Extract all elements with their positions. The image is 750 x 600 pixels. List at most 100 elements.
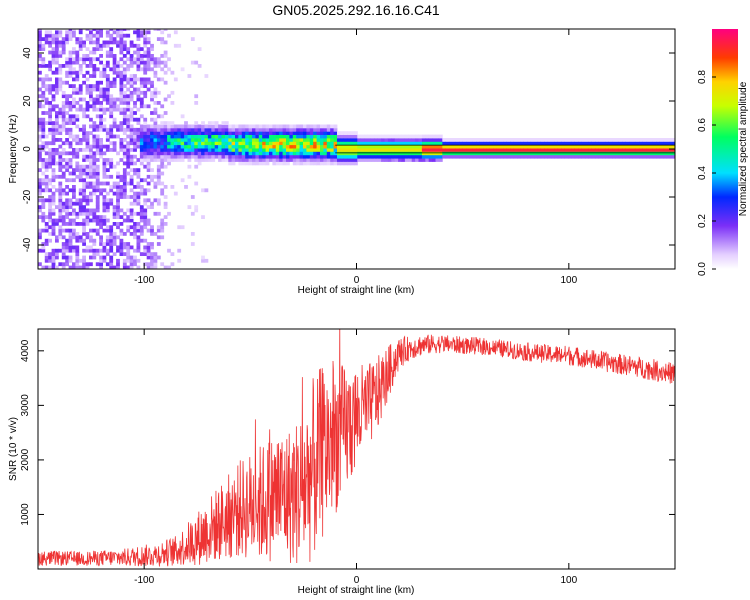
heatmap-cell xyxy=(510,151,514,156)
heatmap-cell xyxy=(68,205,73,209)
heatmap-cell xyxy=(146,30,151,35)
heatmap-cell xyxy=(421,148,426,152)
heatmap-cell xyxy=(180,158,185,162)
heatmap-cell xyxy=(646,151,650,156)
heatmap-cell xyxy=(75,141,80,146)
heatmap-cell xyxy=(139,211,144,216)
heatmap-cell xyxy=(258,161,263,166)
heatmap-cell xyxy=(255,161,260,166)
heatmap-cell xyxy=(133,131,137,135)
heatmap-cell xyxy=(119,188,124,193)
heatmap-cell xyxy=(61,188,66,193)
heatmap-cell xyxy=(146,158,151,162)
heatmap-cell xyxy=(279,151,283,156)
heatmap-cell xyxy=(265,144,270,149)
heatmap-cell xyxy=(99,238,103,243)
heatmap-cell xyxy=(394,154,399,159)
heatmap-cell xyxy=(65,178,69,183)
heatmap-cell xyxy=(122,171,127,176)
heatmap-cell xyxy=(340,148,345,152)
heatmap-cell xyxy=(122,74,127,78)
heatmap-cell xyxy=(95,40,100,45)
heatmap-cell xyxy=(163,144,168,149)
heatmap-cell xyxy=(105,97,110,102)
heatmap-cell xyxy=(146,87,151,92)
heatmap-cell xyxy=(292,124,297,129)
heatmap-cell xyxy=(105,252,110,256)
heatmap-cell xyxy=(313,141,317,146)
heatmap-cell xyxy=(156,114,161,119)
heatmap-cell xyxy=(401,138,406,142)
heatmap-cell xyxy=(163,215,168,219)
heatmap-cell xyxy=(255,148,260,152)
heatmap-cell xyxy=(238,124,243,129)
heatmap-cell xyxy=(588,141,593,146)
heatmap-cell xyxy=(95,228,100,233)
heatmap-cell xyxy=(41,121,46,125)
heatmap-cell xyxy=(78,87,83,92)
heatmap-cell xyxy=(92,154,97,159)
heatmap-cell xyxy=(92,50,97,55)
heatmap-cell xyxy=(299,148,304,152)
heatmap-cell xyxy=(109,131,114,135)
heatmap-cell xyxy=(262,148,266,152)
heatmap-cell xyxy=(574,138,579,142)
heatmap-cell xyxy=(248,154,253,159)
heatmap-cell xyxy=(58,188,63,193)
heatmap-cell xyxy=(411,141,416,146)
heatmap-cell xyxy=(44,168,49,172)
heatmap-cell xyxy=(82,188,86,193)
heatmap-cell xyxy=(608,138,613,142)
heatmap-cell xyxy=(612,141,616,146)
heatmap-cell xyxy=(133,87,137,92)
heatmap-cell xyxy=(48,181,52,186)
heatmap-cell xyxy=(119,84,124,88)
heatmap-cell xyxy=(109,37,114,41)
heatmap-cell xyxy=(126,64,131,68)
heatmap-cell xyxy=(102,171,107,176)
heatmap-cell xyxy=(286,134,290,139)
heatmap-cell xyxy=(68,232,73,236)
heatmap-cell xyxy=(133,171,137,176)
heatmap-cell xyxy=(163,97,168,102)
heatmap-cell xyxy=(153,64,158,68)
heatmap-cell xyxy=(102,201,107,206)
heatmap-cell xyxy=(224,141,229,146)
heatmap-cell xyxy=(89,117,93,122)
heatmap-cell xyxy=(82,238,86,243)
heatmap-cell xyxy=(357,144,362,149)
heatmap-cell xyxy=(99,265,103,269)
heatmap-cell xyxy=(421,141,426,146)
heatmap-cell xyxy=(194,154,199,159)
heatmap-cell xyxy=(333,154,338,159)
heatmap-cell xyxy=(102,205,107,209)
heatmap-cell xyxy=(167,121,171,125)
heatmap-cell xyxy=(153,127,158,132)
heatmap-cell xyxy=(156,141,161,146)
heatmap-cell xyxy=(228,134,233,139)
heatmap-cell xyxy=(415,158,419,162)
heatmap-cell xyxy=(347,138,351,142)
heatmap-cell xyxy=(557,148,562,152)
heatmap-cell xyxy=(177,248,182,253)
heatmap-cell xyxy=(218,151,222,156)
heatmap-cell xyxy=(207,121,212,125)
heatmap-cell xyxy=(105,87,110,92)
heatmap-cell xyxy=(136,87,141,92)
heatmap-cell xyxy=(574,154,579,159)
heatmap-cell xyxy=(415,141,419,146)
heatmap-cell xyxy=(163,265,168,269)
heatmap-cell xyxy=(153,265,158,269)
heatmap-cell xyxy=(404,158,409,162)
heatmap-cell xyxy=(663,148,667,152)
heatmap-cell xyxy=(139,141,144,146)
heatmap-cell xyxy=(472,148,477,152)
heatmap-cell xyxy=(143,37,148,41)
heatmap-cell xyxy=(547,151,552,156)
heatmap-cell xyxy=(221,158,226,162)
heatmap-cell xyxy=(61,215,66,219)
heatmap-cell xyxy=(187,205,192,209)
heatmap-cell xyxy=(133,30,137,35)
heatmap-cell xyxy=(625,141,630,146)
heatmap-cell xyxy=(136,141,141,146)
